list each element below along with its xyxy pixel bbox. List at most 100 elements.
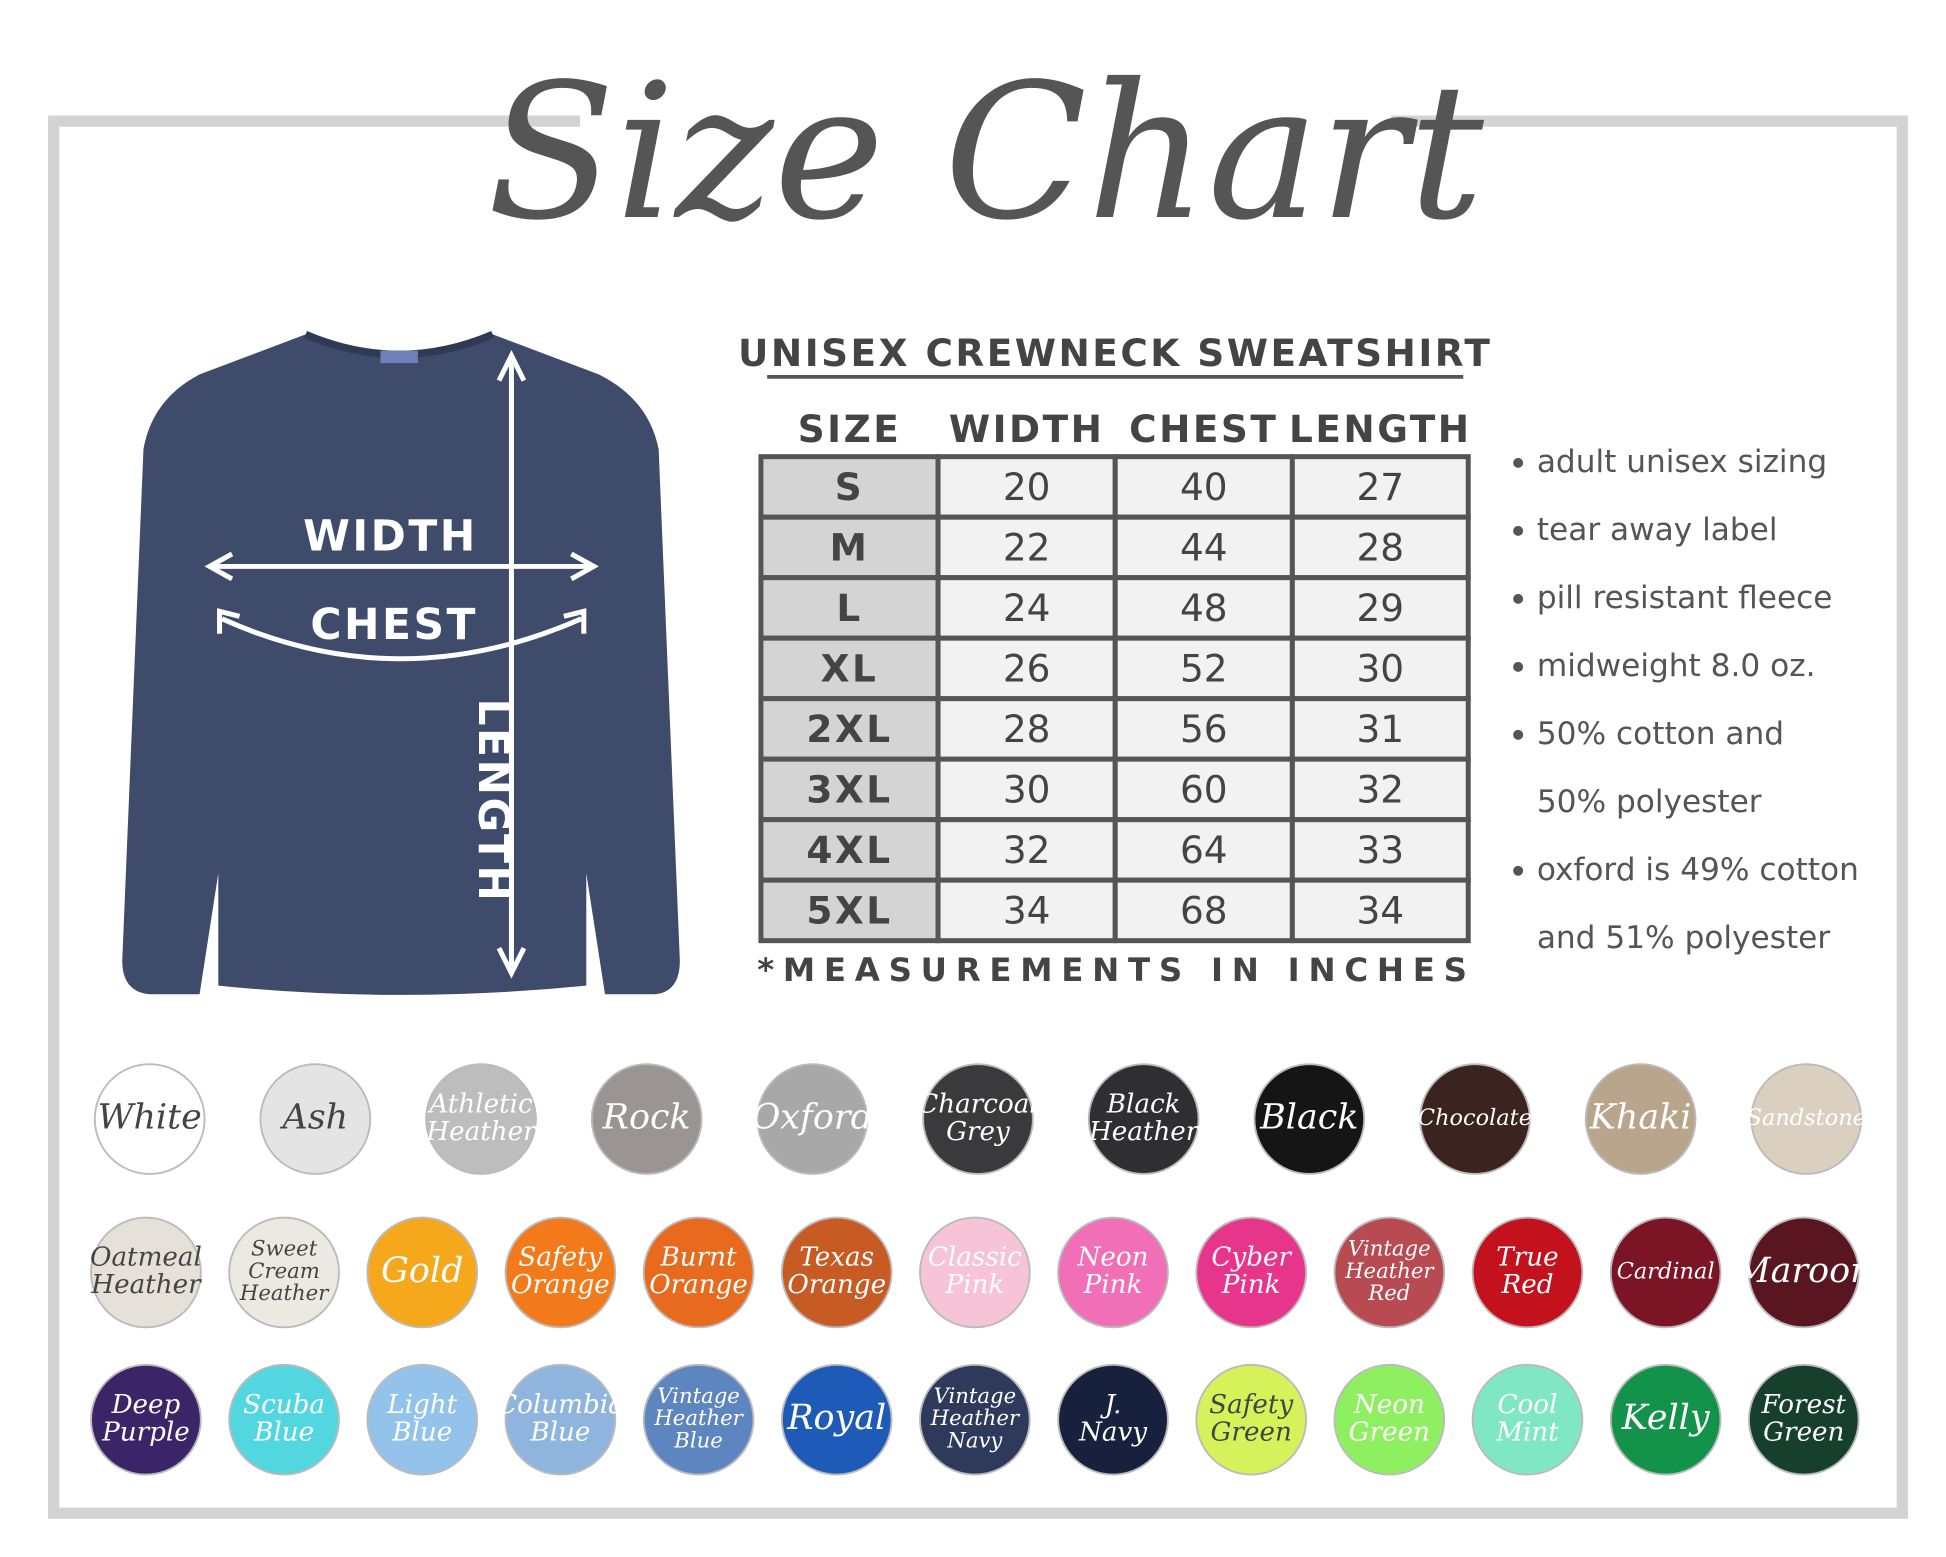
feature-text: 50% polyester: [1537, 784, 1762, 820]
swatch: [504, 1363, 617, 1476]
swatch-label: Royal: [786, 1398, 886, 1438]
swatch-label: Vintage: [1348, 1236, 1431, 1261]
measurement: 48: [1180, 586, 1228, 630]
swatch-label: Oatmeal: [90, 1243, 202, 1273]
swatch-label: Sweet: [251, 1236, 318, 1261]
swatch: [366, 1216, 479, 1329]
swatch: [228, 1363, 340, 1476]
feature-text: tear away label: [1537, 512, 1778, 548]
table-cell: [1112, 817, 1295, 883]
table-cell: [1289, 514, 1471, 581]
measurement: 31: [1356, 707, 1404, 751]
table-cell: [758, 635, 941, 702]
swatch: [228, 1216, 340, 1329]
column-header: CHEST: [1129, 407, 1278, 451]
swatch: [780, 1216, 893, 1329]
measurement: 30: [1356, 646, 1404, 690]
swatch-label: Maroon: [1734, 1251, 1873, 1291]
feature-text: adult unisex sizing: [1537, 444, 1827, 480]
swatch-label: Athletic: [427, 1089, 533, 1119]
swatch: [1750, 1063, 1863, 1175]
swatch: [1609, 1216, 1722, 1329]
swatch: [919, 1363, 1031, 1476]
table-cell: [758, 696, 941, 762]
measurement: 34: [1003, 888, 1051, 932]
swatch: [90, 1216, 202, 1329]
swatch-label: Blue: [253, 1417, 314, 1447]
swatch-label: Black: [1259, 1098, 1358, 1138]
feature-text: and 51% polyester: [1537, 920, 1831, 956]
swatch-label: Heather: [653, 1405, 744, 1430]
swatch-label: Charcoal: [918, 1089, 1037, 1119]
swatch: [1471, 1363, 1584, 1476]
size-label: S: [835, 465, 864, 509]
swatch-label: Scuba: [243, 1390, 325, 1420]
swatch-label: Blue: [529, 1417, 590, 1447]
swatch: [1057, 1216, 1169, 1329]
swatch-label: Heather: [930, 1405, 1021, 1430]
table-cell: [935, 756, 1118, 823]
swatch-label: Neon: [1077, 1243, 1149, 1273]
bullet-dot: [1513, 525, 1524, 536]
swatch: [642, 1216, 755, 1329]
swatch: [642, 1363, 755, 1476]
table-cell: [1289, 575, 1471, 641]
swatch-label: Blue: [673, 1427, 723, 1452]
bullet-dot: [1513, 865, 1524, 876]
swatch-label: Green: [1763, 1417, 1844, 1447]
table-cell: [1112, 575, 1295, 641]
sweatshirt: [122, 330, 680, 995]
table-cell: [1289, 817, 1471, 883]
swatch: [1253, 1063, 1366, 1175]
swatch-label: Pink: [1083, 1270, 1143, 1300]
swatch-label: Green: [1349, 1417, 1430, 1447]
size-table: SIZE WIDTH CHEST LENGTH S 20 40 27 M 22 44 28 L 24 48 2…: [758, 407, 1471, 944]
swatch: [590, 1063, 703, 1175]
swatch-label: Orange: [787, 1270, 886, 1300]
swatch: [1471, 1216, 1584, 1329]
measurement: 30: [1003, 767, 1051, 811]
swatch-label: Red: [1367, 1280, 1410, 1305]
table-cell: [935, 877, 1118, 944]
size-label: M: [830, 525, 870, 569]
title: Size Chart: [487, 44, 1484, 262]
measurement: 32: [1356, 767, 1404, 811]
swatch: [90, 1363, 202, 1476]
swatch-label: Purple: [101, 1417, 190, 1447]
size-label: L: [836, 586, 862, 630]
swatch-label: Oxford: [752, 1098, 873, 1138]
measurement: 34: [1356, 888, 1404, 932]
table-cell: [758, 575, 941, 641]
swatch-label: Burnt: [660, 1243, 737, 1273]
table-title: UNISEX CREWNECK SWEATSHIRT: [738, 331, 1492, 375]
swatch: [1057, 1363, 1169, 1476]
swatch-label: True: [1496, 1243, 1558, 1273]
swatch-label: Classic: [928, 1243, 1022, 1273]
swatch-label: Kelly: [1621, 1398, 1711, 1438]
swatch-label: Cool: [1498, 1390, 1558, 1420]
table-cell: [758, 756, 941, 823]
swatch: [93, 1063, 206, 1175]
swatch: [366, 1363, 479, 1476]
swatch-label: Vintage: [657, 1383, 740, 1408]
table-cell: [935, 514, 1118, 581]
table-cell: [1289, 635, 1471, 702]
table-cell: [1112, 877, 1295, 944]
feature-text: pill resistant fleece: [1537, 580, 1833, 616]
swatch-label: Rock: [602, 1098, 691, 1138]
table-cell: [758, 877, 941, 944]
size-label: XL: [821, 646, 879, 690]
swatch-label: Navy: [1078, 1417, 1148, 1447]
table-cell: [1112, 696, 1295, 762]
measurement: 28: [1356, 525, 1404, 569]
swatch: [504, 1216, 617, 1329]
measure-arrows: [204, 350, 599, 979]
column-header: WIDTH: [949, 407, 1105, 451]
swatch-label: Heather: [1344, 1258, 1435, 1283]
table-cell: [758, 454, 941, 520]
swatch-label: Cream: [248, 1258, 320, 1283]
feature-list: adult unisex sizing tear away label pill r…: [1513, 444, 1859, 956]
swatch: [259, 1063, 372, 1175]
measurement: 33: [1356, 828, 1404, 872]
